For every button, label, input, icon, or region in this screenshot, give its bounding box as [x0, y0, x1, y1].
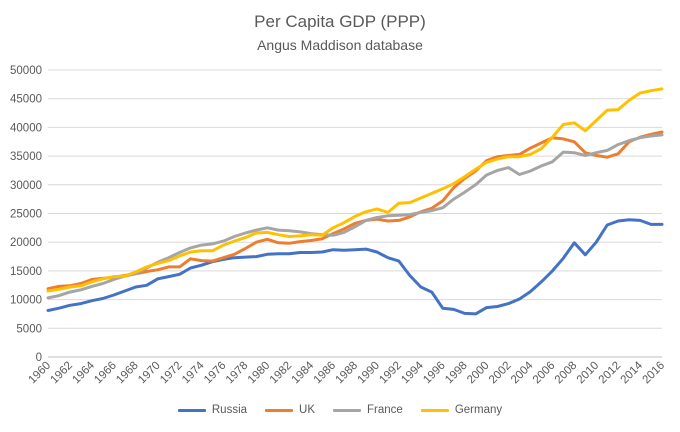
y-tick-label: 0 — [36, 352, 42, 364]
x-tick-label: 1998 — [443, 360, 470, 387]
x-tick-label: 1996 — [421, 360, 448, 387]
x-tick-label: 1976 — [202, 360, 229, 387]
series-line-germany — [46, 87, 664, 293]
series-line-uk — [46, 130, 664, 291]
y-tick-label: 25000 — [10, 209, 42, 221]
x-tick-label: 2016 — [641, 360, 668, 387]
x-tick-label: 2004 — [509, 359, 536, 386]
y-tick-label: 5000 — [16, 323, 42, 335]
x-tick-label: 1990 — [355, 360, 382, 387]
y-tick-label: 20000 — [10, 237, 42, 249]
legend-swatch — [265, 408, 294, 412]
x-tick-label: 2000 — [465, 360, 492, 387]
x-tick-label: 1968 — [114, 360, 141, 387]
y-tick-label: 40000 — [10, 122, 42, 134]
legend: Russia UK France Germany — [0, 404, 680, 416]
legend-swatch — [177, 408, 206, 412]
legend-swatch — [420, 408, 449, 412]
x-tick-label: 1982 — [268, 360, 295, 387]
x-tick-label: 1964 — [70, 359, 97, 386]
x-tick-label: 2010 — [575, 360, 602, 387]
x-tick-label: 1986 — [312, 360, 339, 387]
x-tick-label: 1962 — [48, 360, 75, 387]
y-tick-label: 15000 — [10, 266, 42, 278]
legend-item: UK — [265, 404, 315, 416]
legend-label: France — [367, 404, 403, 416]
x-tick-label: 1960 — [27, 360, 54, 387]
legend-item: Russia — [177, 404, 248, 416]
legend-item: France — [333, 404, 403, 416]
y-tick-label: 50000 — [10, 65, 42, 77]
x-tick-label: 1972 — [158, 360, 185, 387]
chart-title: Per Capita GDP (PPP) — [254, 12, 426, 31]
x-tick-label: 1980 — [246, 360, 273, 387]
legend-label: Russia — [211, 404, 248, 416]
x-tick-label: 1966 — [92, 360, 119, 387]
x-tick-label: 2002 — [487, 360, 514, 387]
x-tick-label: 1974 — [180, 359, 207, 386]
x-tick-label: 2014 — [619, 359, 646, 386]
x-tick-label: 1992 — [377, 360, 404, 387]
x-tick-label: 2008 — [553, 360, 580, 387]
chart-subtitle: Angus Maddison database — [257, 37, 423, 53]
x-tick-label: 2006 — [531, 360, 558, 387]
x-tick-label: 1970 — [136, 360, 163, 387]
x-tick-label: 1988 — [334, 360, 361, 387]
series-line-russia — [46, 218, 664, 316]
y-tick-label: 30000 — [10, 180, 42, 192]
x-tick-label: 2012 — [597, 360, 624, 387]
legend-swatch — [333, 408, 362, 412]
y-tick-label: 10000 — [10, 295, 42, 307]
y-tick-label: 45000 — [10, 94, 42, 106]
x-tick-label: 1994 — [399, 359, 426, 386]
legend-item: Germany — [420, 404, 503, 416]
legend-label: UK — [299, 404, 316, 416]
x-tick-label: 1984 — [290, 359, 317, 386]
y-tick-label: 35000 — [10, 151, 42, 163]
x-tick-label: 1978 — [224, 360, 251, 387]
legend-label: Germany — [454, 404, 503, 416]
